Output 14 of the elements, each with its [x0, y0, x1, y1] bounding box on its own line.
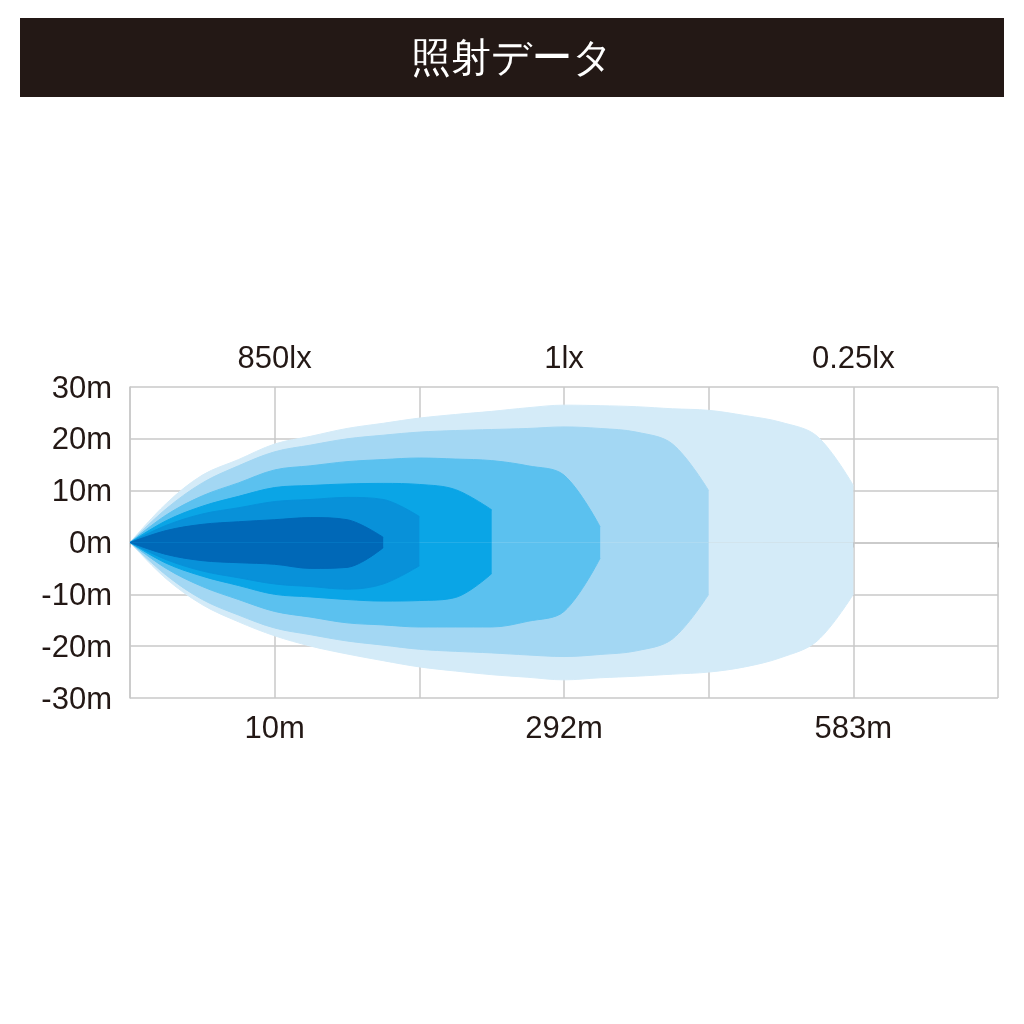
text: 0.25lx [811, 340, 896, 375]
y-tick-label: -10m [41, 576, 112, 612]
text: 1lx [544, 340, 585, 375]
y-tick-label: 0m [68, 525, 112, 560]
x-tick-label: 583m [814, 710, 893, 745]
y-tick-label: 10m [51, 473, 112, 509]
y-tick-label: -20m [41, 628, 112, 664]
y-tick-label: 30m [51, 369, 112, 405]
text: 850lx [237, 340, 313, 375]
x-tick-label: 292m [525, 710, 603, 745]
chart-title: 照射データ [20, 18, 1004, 97]
y-tick-label: -30m [41, 680, 112, 716]
y-tick-label: 20m [51, 421, 112, 457]
x-tick-label: 10m [244, 710, 305, 745]
